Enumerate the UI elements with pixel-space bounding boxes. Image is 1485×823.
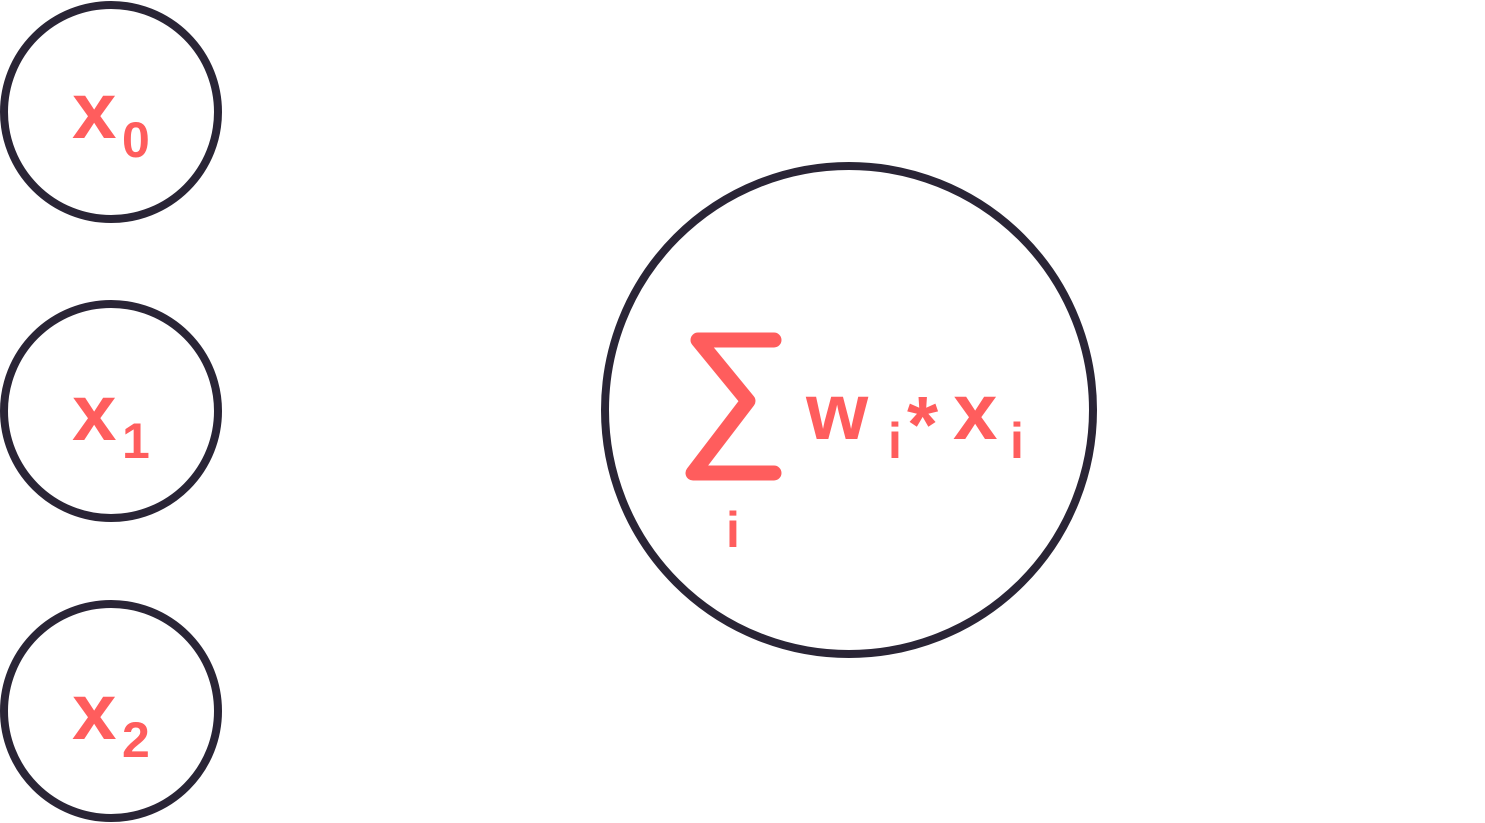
input-node-circle: [0, 1, 222, 223]
neuron-node: i w i * x i: [601, 162, 1097, 658]
input-node-circle: [0, 600, 222, 822]
weight-index: i: [888, 413, 902, 469]
input-subscript: 1: [122, 413, 150, 469]
input-symbol: x: [953, 367, 998, 456]
input-index: i: [1010, 413, 1024, 469]
input-node-x1: x 1: [0, 300, 222, 522]
neuron-circle: [601, 162, 1097, 658]
weight-symbol: w: [805, 367, 869, 456]
input-symbol: x: [72, 368, 117, 457]
multiply-operator: *: [907, 380, 939, 469]
input-node-x2: x 2: [0, 600, 222, 822]
input-node-x0: x 0: [0, 1, 222, 223]
input-symbol: x: [72, 667, 117, 756]
input-subscript: 0: [122, 112, 150, 168]
sum-index: i: [726, 502, 740, 558]
input-subscript: 2: [122, 712, 150, 768]
input-symbol: x: [72, 66, 117, 155]
sigma-icon: [685, 332, 782, 481]
input-node-circle: [0, 300, 222, 522]
